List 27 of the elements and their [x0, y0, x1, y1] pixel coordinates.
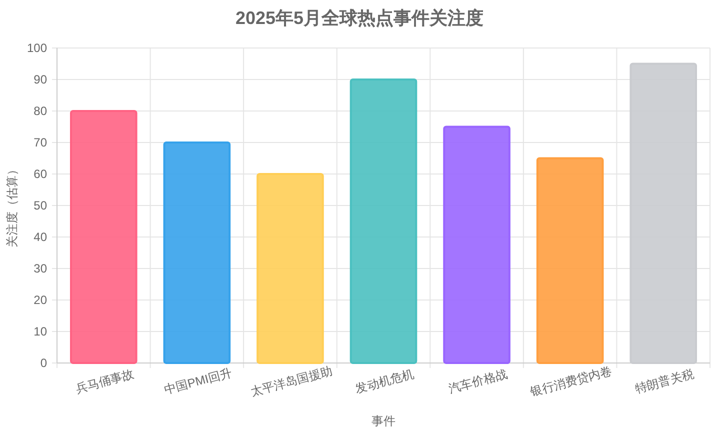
y-tick-label: 0	[40, 356, 48, 370]
y-tick-label: 100	[26, 41, 48, 56]
y-tick-label: 80	[34, 104, 48, 118]
x-tick-label: 发动机危机	[354, 366, 416, 396]
x-tick-label: 兵马俑事故	[74, 366, 136, 396]
bar	[443, 126, 510, 364]
y-tick-label: 70	[34, 136, 48, 150]
x-tick-label: 特朗普关税	[634, 366, 696, 396]
x-tick-label: 中国PMI回升	[162, 366, 234, 397]
x-tick-label: 太平洋岛国援助	[248, 364, 334, 399]
bar	[350, 78, 418, 364]
bar	[256, 173, 324, 364]
y-tick-label: 50	[34, 198, 48, 213]
y-tick-label: 10	[34, 324, 48, 339]
y-tick-label: 20	[34, 293, 48, 308]
y-tick-label: 60	[34, 167, 48, 182]
x-tick-label: 银行消费贷内卷	[528, 364, 614, 400]
x-tick-label: 汽车价格战	[447, 366, 509, 396]
x-axis-title: 事件	[372, 414, 396, 428]
bar	[536, 157, 604, 364]
y-tick-label: 30	[34, 262, 48, 276]
y-tick-label: 90	[34, 72, 48, 87]
bar	[70, 110, 138, 364]
chart-title: 2025年5月全球热点事件关注度	[235, 8, 484, 28]
bar	[163, 142, 231, 364]
y-tick-label: 40	[34, 230, 48, 244]
y-axis-title: 关注度（估算）	[5, 164, 19, 248]
